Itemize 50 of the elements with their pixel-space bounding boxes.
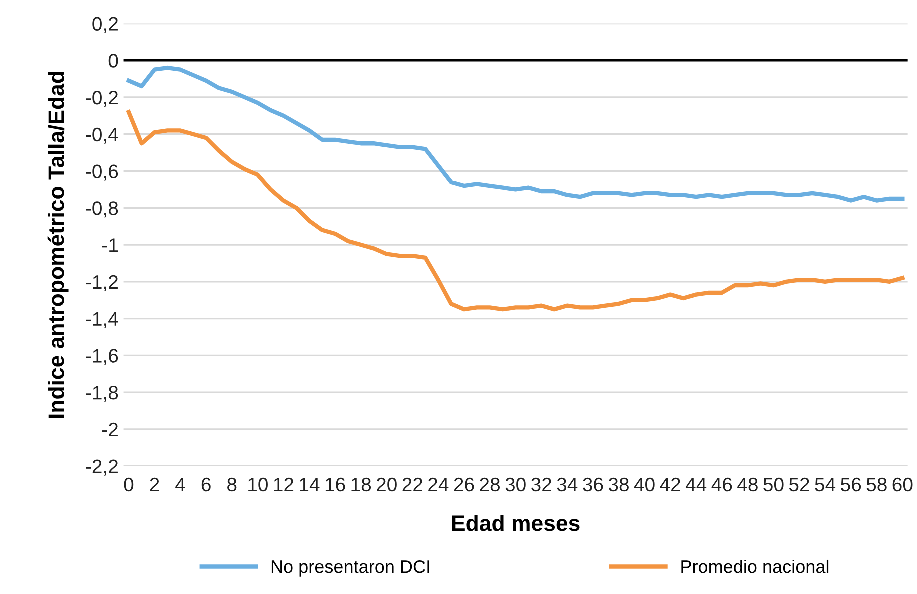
y-tick-label: -0,4 (86, 128, 118, 144)
y-tick-label: -1,8 (86, 386, 118, 402)
x-tick-label: 48 (738, 478, 758, 492)
y-tick-label: -0,6 (86, 164, 118, 181)
x-tick-label: 30 (506, 478, 526, 492)
y-tick-label: -1 (102, 238, 118, 252)
x-tick-label: 58 (866, 478, 887, 492)
x-tick-label: 42 (660, 478, 680, 492)
x-tick-label: 18 (352, 478, 372, 492)
x-tick-label: 56 (841, 478, 862, 492)
x-tick-label: 34 (557, 478, 578, 492)
x-axis-title: Edad meses (452, 514, 580, 532)
x-tick-label: 38 (608, 478, 629, 492)
x-tick-label: 60 (892, 478, 913, 492)
y-tick-label: -1,6 (86, 349, 118, 366)
x-tick-label: 28 (480, 478, 500, 492)
x-tick-label: 24 (428, 478, 449, 492)
line-series (126, 66, 905, 203)
x-tick-label: 40 (634, 478, 655, 492)
y-axis-title: Indice antropométrico Talla/Edad (48, 72, 69, 418)
y-tick-label: 0 (108, 54, 118, 68)
x-tick-label: 22 (402, 478, 422, 492)
x-tick-label: 10 (248, 478, 268, 492)
x-tick-label: 50 (764, 478, 784, 492)
x-tick-label: 4 (176, 478, 186, 492)
x-tick-label: 0 (124, 478, 134, 492)
x-tick-label: 2 (150, 478, 160, 492)
x-tick-label: 32 (532, 478, 552, 492)
x-tick-label: 6 (202, 478, 211, 492)
x-tick-label: 52 (789, 478, 810, 492)
y-tick-label: -1,4 (86, 312, 118, 328)
y-tick-label: 0,2 (92, 17, 118, 34)
x-tick-label: 20 (377, 478, 397, 492)
y-tick-label: -1,2 (86, 275, 118, 292)
y-tick-label: -0,2 (86, 90, 118, 108)
legend-label: Promedio nacional (682, 560, 829, 574)
x-tick-label: 44 (686, 478, 707, 492)
y-tick-label: -0,8 (86, 202, 118, 218)
x-tick-label: 14 (300, 478, 320, 492)
legend-label: No presentaron DCI (272, 560, 430, 577)
x-tick-label: 54 (815, 478, 836, 492)
x-tick-label: 36 (583, 478, 604, 492)
y-tick-label: -2 (102, 422, 118, 436)
x-tick-label: 12 (274, 478, 294, 492)
x-tick-label: 8 (228, 478, 237, 492)
line-series (126, 110, 905, 312)
x-tick-label: 26 (454, 478, 474, 492)
y-tick-label: -2,2 (86, 460, 118, 476)
x-tick-label: 46 (712, 478, 732, 492)
x-tick-label: 16 (326, 478, 346, 492)
